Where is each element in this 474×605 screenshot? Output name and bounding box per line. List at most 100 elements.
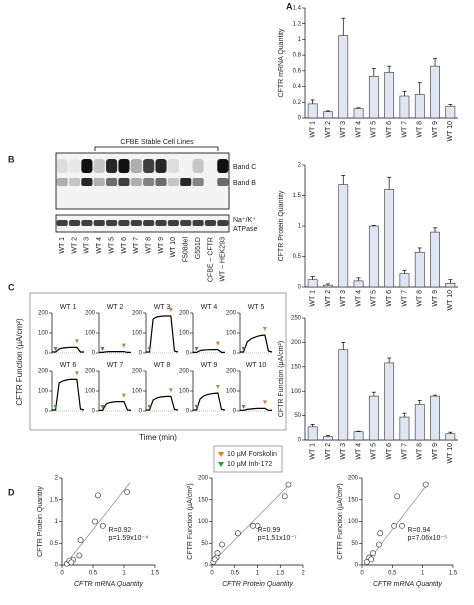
- point: [91, 518, 98, 525]
- band-label: Na⁺/K⁺: [233, 217, 256, 224]
- x-tick-label: WT 7: [401, 121, 408, 138]
- bar: [368, 76, 379, 119]
- fit-line: [364, 482, 430, 566]
- x-tick-label: 1: [122, 571, 126, 577]
- y-tick-label: 150: [198, 497, 209, 503]
- bar: [399, 95, 410, 119]
- bar: [399, 273, 410, 288]
- band-label: Band B: [233, 180, 256, 187]
- x-tick-label: 1.5: [449, 571, 458, 577]
- band: [180, 178, 192, 186]
- band: [56, 159, 68, 173]
- forskolin-marker: [168, 308, 173, 312]
- panel-title: WT 4: [201, 304, 218, 311]
- band: [192, 220, 204, 226]
- x-tick-label: WT 4: [355, 290, 362, 307]
- point: [95, 492, 101, 499]
- x-tick-label: WT 5: [371, 290, 378, 307]
- y-tick-label: 1.5: [293, 193, 302, 199]
- lane-label: WT 1: [59, 237, 66, 254]
- bar: [307, 279, 318, 288]
- band: [56, 178, 68, 186]
- y-tick-label: 0: [233, 409, 237, 415]
- y-tick-label: 1.5: [50, 497, 59, 503]
- x-tick-label: WT 2: [325, 121, 332, 138]
- y-tick-label: 100: [198, 519, 209, 525]
- bar: [384, 362, 395, 441]
- forskolin-marker: [121, 393, 126, 398]
- forskolin-marker: [168, 388, 173, 393]
- y-tick-label: 200: [38, 369, 49, 375]
- point: [219, 541, 225, 548]
- y-tick-label: 100: [38, 331, 49, 337]
- legend-marker: [218, 462, 224, 467]
- y-tick-label: 200: [38, 311, 49, 317]
- band: [217, 220, 229, 226]
- blot-title: CFBE Stable Cell Lines: [120, 139, 194, 146]
- x-tick-label: WT 10: [447, 290, 454, 311]
- inh-marker: [241, 405, 246, 409]
- band: [81, 220, 93, 226]
- y-axis-label: CFTR Function (µA/cm²): [278, 341, 285, 417]
- point: [377, 530, 384, 537]
- bar: [338, 35, 349, 119]
- y-axis-label: CFTR Protein Quantity: [278, 190, 285, 261]
- x-tick-label: 1: [421, 571, 425, 577]
- band: [68, 178, 81, 186]
- x-tick-label: WT 3: [340, 443, 347, 460]
- band: [93, 159, 105, 173]
- band: [180, 220, 192, 226]
- inh-marker: [241, 347, 246, 351]
- band-label: Band C: [233, 164, 256, 171]
- band-label: ATPase: [233, 226, 257, 233]
- x-tick-label: WT 7: [401, 443, 408, 460]
- y-tick-label: 0.2: [293, 100, 302, 106]
- x-tick-label: 1.5: [151, 571, 160, 577]
- y-tick-label: 0: [233, 351, 237, 357]
- y-tick-label: 0.5: [293, 254, 302, 260]
- inh-marker: [147, 347, 152, 351]
- y-tick-label: 0: [45, 409, 49, 415]
- panel-title: WT 9: [201, 362, 218, 369]
- point: [368, 556, 375, 563]
- lane-label: WT – HEK293: [220, 237, 227, 282]
- bar: [445, 283, 456, 288]
- point: [281, 493, 288, 500]
- band: [81, 178, 93, 186]
- band: [68, 220, 81, 226]
- panel-label: A: [286, 1, 293, 11]
- y-tick-label: 100: [38, 389, 49, 395]
- point: [363, 559, 370, 565]
- inh-marker: [194, 347, 199, 351]
- blot-lower: [55, 214, 230, 233]
- y-tick-label: 100: [179, 331, 190, 337]
- bracket: [94, 146, 219, 151]
- x-tick-label: 0: [210, 571, 214, 577]
- bar: [430, 65, 440, 119]
- bar: [353, 108, 364, 119]
- point: [369, 550, 376, 557]
- x-tick-label: 1.5: [276, 571, 285, 577]
- forskolin-marker: [215, 341, 220, 346]
- y-tick-label: 250: [291, 316, 302, 322]
- y-tick-label: 2: [298, 163, 302, 169]
- bar: [368, 225, 379, 288]
- x-tick-label: 2: [301, 571, 305, 577]
- inh-marker: [53, 347, 58, 351]
- legend-label: 10 µM Inh-172: [227, 461, 272, 468]
- forskolin-marker: [74, 339, 79, 344]
- bar: [399, 416, 410, 441]
- point: [77, 537, 84, 544]
- y-tick-label: 150: [348, 497, 359, 503]
- lane-label: F508del: [183, 237, 190, 263]
- x-tick-label: WT 4: [355, 121, 362, 138]
- band: [93, 220, 105, 226]
- lane-label: G551D: [195, 237, 202, 259]
- x-tick-label: WT 8: [417, 443, 424, 460]
- lane-label: WT 5: [108, 237, 115, 254]
- point: [422, 481, 429, 488]
- y-tick-label: 0.6: [293, 68, 302, 74]
- lane-label: WT 9: [158, 237, 165, 254]
- y-tick-label: 200: [132, 311, 143, 317]
